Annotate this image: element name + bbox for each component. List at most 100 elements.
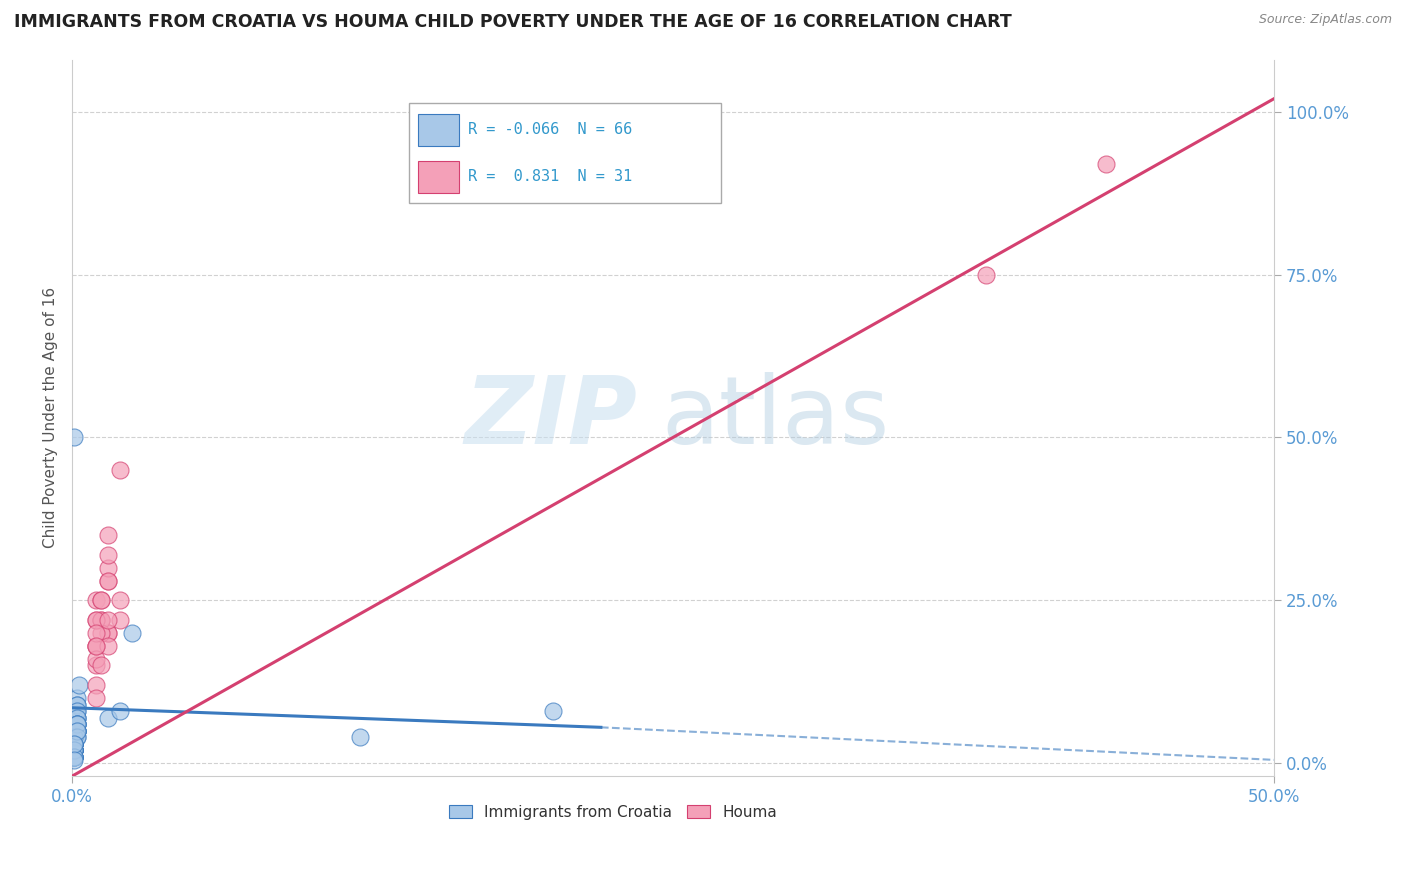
Point (63, 743, 86, 757)
Point (63, 749, 86, 764)
Point (66, 723, 89, 738)
Point (66, 730, 89, 744)
Point (90, 658, 112, 673)
Point (97, 528, 120, 542)
Point (63, 730, 86, 744)
Point (84, 678, 107, 692)
Point (63, 730, 86, 744)
Point (66, 723, 89, 738)
Point (90, 613, 112, 627)
Point (84, 613, 107, 627)
Point (63, 749, 86, 764)
Point (66, 717, 89, 731)
Point (84, 613, 107, 627)
Point (63, 743, 86, 757)
Point (63, 737, 86, 751)
Point (66, 710, 89, 724)
Point (66, 698, 89, 712)
Point (66, 704, 89, 718)
Point (90, 613, 112, 627)
Point (541, 704, 564, 718)
Point (66, 717, 89, 731)
Point (63, 737, 86, 751)
Point (108, 463, 131, 477)
Point (121, 625, 143, 640)
Point (84, 625, 107, 640)
Point (66, 717, 89, 731)
Point (63, 430, 86, 444)
Point (63, 717, 86, 731)
Point (63, 743, 86, 757)
Point (97, 625, 120, 640)
Y-axis label: Child Poverty Under the Age of 16: Child Poverty Under the Age of 16 (44, 287, 58, 549)
Point (63, 749, 86, 764)
Point (63, 737, 86, 751)
Text: IMMIGRANTS FROM CROATIA VS HOUMA CHILD POVERTY UNDER THE AGE OF 16 CORRELATION C: IMMIGRANTS FROM CROATIA VS HOUMA CHILD P… (14, 13, 1012, 31)
Point (63, 730, 86, 744)
Point (63, 743, 86, 757)
Point (66, 710, 89, 724)
Point (66, 691, 89, 706)
Point (63, 749, 86, 764)
Point (108, 593, 131, 607)
Point (84, 652, 107, 666)
Point (63, 723, 86, 738)
Point (63, 730, 86, 744)
Point (63, 743, 86, 757)
Point (63, 730, 86, 744)
Point (97, 560, 120, 574)
Point (66, 730, 89, 744)
Text: ZIP: ZIP (464, 372, 637, 464)
Point (90, 625, 112, 640)
Text: atlas: atlas (661, 372, 889, 464)
Point (63, 730, 86, 744)
Point (66, 723, 89, 738)
Point (84, 639, 107, 653)
Point (66, 704, 89, 718)
Point (66, 698, 89, 712)
Point (97, 710, 120, 724)
Point (66, 717, 89, 731)
Point (63, 737, 86, 751)
Point (974, 268, 997, 282)
Point (108, 613, 131, 627)
Point (63, 743, 86, 757)
Point (84, 639, 107, 653)
Point (63, 749, 86, 764)
Point (97, 625, 120, 640)
Point (349, 730, 371, 744)
Point (63, 749, 86, 764)
Point (67, 678, 90, 692)
Point (63, 737, 86, 751)
Point (63, 753, 86, 767)
Point (66, 717, 89, 731)
Point (66, 723, 89, 738)
Point (84, 593, 107, 607)
Point (1094, 157, 1116, 171)
Point (66, 723, 89, 738)
Point (66, 723, 89, 738)
Point (63, 737, 86, 751)
Legend: Immigrants from Croatia, Houma: Immigrants from Croatia, Houma (443, 798, 783, 826)
Point (97, 548, 120, 562)
Text: Source: ZipAtlas.com: Source: ZipAtlas.com (1258, 13, 1392, 27)
Point (84, 691, 107, 706)
Point (63, 743, 86, 757)
Point (97, 613, 120, 627)
Point (97, 574, 120, 588)
Point (84, 658, 107, 673)
Point (63, 704, 86, 718)
Point (63, 749, 86, 764)
Point (90, 593, 112, 607)
Point (66, 710, 89, 724)
Point (90, 593, 112, 607)
Point (63, 743, 86, 757)
Point (108, 704, 131, 718)
Point (63, 717, 86, 731)
Point (63, 730, 86, 744)
Point (97, 574, 120, 588)
Point (84, 639, 107, 653)
Point (63, 743, 86, 757)
Point (63, 737, 86, 751)
Point (97, 639, 120, 653)
